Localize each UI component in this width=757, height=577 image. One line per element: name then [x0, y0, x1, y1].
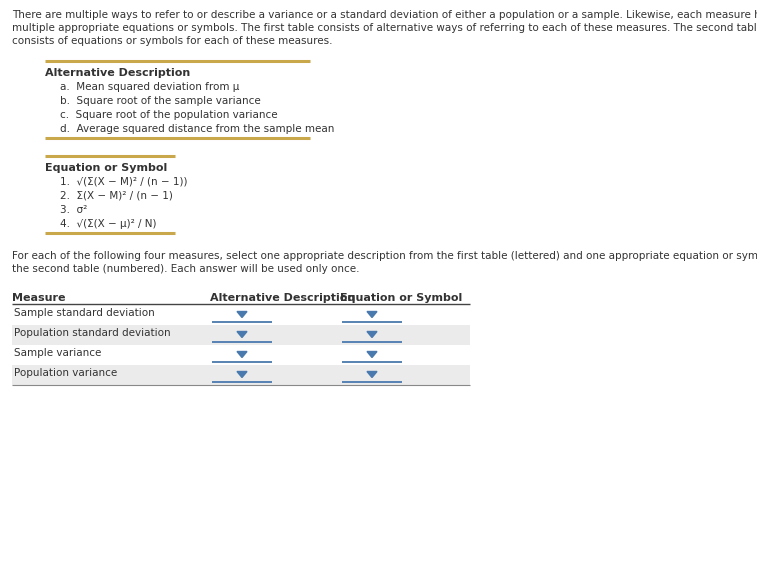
Polygon shape: [367, 351, 377, 358]
Polygon shape: [237, 332, 247, 338]
Text: Alternative Description: Alternative Description: [210, 293, 355, 303]
Text: Alternative Description: Alternative Description: [45, 68, 190, 78]
Text: 4.  √(Σ(X − μ)² / N): 4. √(Σ(X − μ)² / N): [60, 219, 157, 229]
Text: Equation or Symbol: Equation or Symbol: [340, 293, 463, 303]
Text: 3.  σ²: 3. σ²: [60, 205, 87, 215]
Text: 1.  √(Σ(X − M)² / (n − 1)): 1. √(Σ(X − M)² / (n − 1)): [60, 177, 188, 187]
Text: There are multiple ways to refer to or describe a variance or a standard deviati: There are multiple ways to refer to or d…: [12, 10, 757, 20]
Bar: [12, 365, 470, 385]
Text: c.  Square root of the population variance: c. Square root of the population varianc…: [60, 110, 278, 120]
Text: For each of the following four measures, select one appropriate description from: For each of the following four measures,…: [12, 251, 757, 261]
Text: Population variance: Population variance: [14, 368, 117, 378]
Text: Sample standard deviation: Sample standard deviation: [14, 308, 154, 318]
Polygon shape: [237, 312, 247, 317]
Bar: [12, 325, 470, 345]
Polygon shape: [237, 351, 247, 358]
Text: multiple appropriate equations or symbols. The first table consists of alternati: multiple appropriate equations or symbol…: [12, 23, 757, 33]
Polygon shape: [367, 372, 377, 377]
Polygon shape: [237, 372, 247, 377]
Text: a.  Mean squared deviation from μ: a. Mean squared deviation from μ: [60, 82, 239, 92]
Text: Population standard deviation: Population standard deviation: [14, 328, 170, 338]
Text: Sample variance: Sample variance: [14, 348, 101, 358]
Text: b.  Square root of the sample variance: b. Square root of the sample variance: [60, 96, 260, 106]
Text: 2.  Σ(X − M)² / (n − 1): 2. Σ(X − M)² / (n − 1): [60, 191, 173, 201]
Polygon shape: [367, 332, 377, 338]
Text: Measure: Measure: [12, 293, 66, 303]
Text: consists of equations or symbols for each of these measures.: consists of equations or symbols for eac…: [12, 36, 332, 46]
Polygon shape: [367, 312, 377, 317]
Text: the second table (numbered). Each answer will be used only once.: the second table (numbered). Each answer…: [12, 264, 360, 274]
Text: d.  Average squared distance from the sample mean: d. Average squared distance from the sam…: [60, 124, 335, 134]
Text: Equation or Symbol: Equation or Symbol: [45, 163, 167, 173]
